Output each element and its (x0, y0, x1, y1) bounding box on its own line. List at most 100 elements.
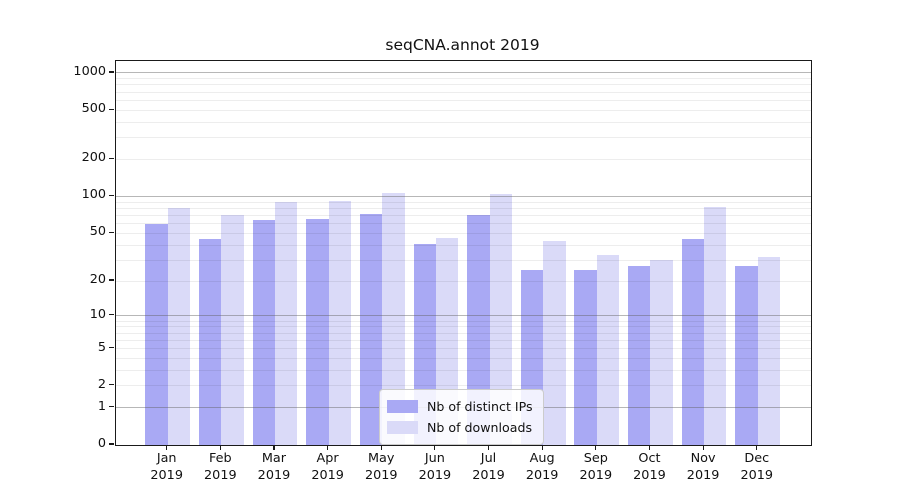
y-tick-mark (109, 314, 114, 316)
y-tick-label-5: 5 (97, 339, 106, 355)
gridline-400 (116, 121, 811, 123)
gridline-40 (116, 244, 811, 246)
x-tick-label-oct: Oct 2019 (633, 451, 666, 483)
gridline-200 (116, 158, 811, 160)
y-tick-label-1: 1 (97, 398, 106, 414)
gridline-8 (116, 326, 811, 328)
gridline-50 (116, 232, 811, 234)
x-tick-mark (541, 445, 543, 450)
y-tick-mark (109, 71, 114, 73)
bar-distinct-ips-apr (306, 218, 329, 445)
legend-swatch-downloads-icon (387, 421, 418, 434)
legend-label-distinct-ips: Nb of distinct IPs (427, 399, 533, 414)
gridline-2 (116, 385, 811, 387)
x-tick-label-dec: Dec 2019 (740, 451, 774, 483)
x-tick-mark (327, 445, 329, 450)
y-tick-label-10: 10 (89, 306, 106, 322)
gridline-20 (116, 280, 811, 282)
gridline-30 (116, 259, 811, 261)
x-tick-label-nov: Nov 2019 (686, 451, 720, 483)
x-tick-mark (648, 445, 651, 450)
gridline-3 (116, 369, 811, 371)
y-tick-mark (109, 443, 114, 445)
gridline-80 (116, 207, 811, 209)
bar-distinct-ips-jan (145, 223, 168, 445)
gridline-10 (116, 315, 811, 317)
bar-distinct-ips-nov (681, 238, 705, 445)
x-tick-label-jan: Jan 2019 (150, 451, 183, 483)
x-tick-label-mar: Mar 2019 (257, 451, 291, 483)
bar-distinct-ips-sep (574, 269, 597, 445)
x-tick-label-aug: Aug 2019 (525, 451, 559, 483)
x-tick-label-sep: Sep 2019 (579, 451, 613, 483)
gridline-300 (116, 137, 811, 139)
bar-downloads-may (382, 192, 405, 445)
gridline-7 (116, 332, 811, 334)
x-tick-mark (487, 445, 490, 450)
bar-downloads-jul (489, 194, 512, 445)
legend-swatch-distinct-ips-icon (387, 400, 418, 413)
y-tick-mark (109, 231, 114, 233)
x-tick-mark (702, 445, 704, 450)
y-tick-mark (109, 108, 114, 110)
x-tick-label-jul: Jul 2019 (472, 451, 505, 483)
x-tick-label-may: May 2019 (364, 451, 398, 483)
x-tick-label-jun: Jun 2019 (418, 451, 452, 483)
gridline-900 (116, 78, 811, 80)
gridline-6 (116, 339, 811, 341)
gridline-5 (116, 348, 811, 349)
y-tick-mark (109, 346, 114, 349)
plot-area: Nb of distinct IPs Nb of downloads (115, 60, 812, 446)
gridline-500 (116, 109, 811, 111)
x-tick-mark (219, 445, 221, 450)
gridline-800 (116, 84, 811, 86)
x-tick-label-feb: Feb 2019 (204, 451, 237, 483)
gridline-700 (116, 91, 811, 93)
y-tick-mark (109, 384, 114, 386)
gridline-4 (116, 357, 811, 359)
legend: Nb of distinct IPs Nb of downloads (379, 389, 544, 445)
bar-downloads-aug (543, 241, 566, 445)
gridline-100 (116, 195, 811, 197)
gridline-9 (116, 320, 811, 322)
chart-title: seqCNA.annot 2019 (385, 36, 540, 54)
gridline-60 (116, 223, 811, 225)
bar-downloads-dec (757, 256, 781, 445)
bar-downloads-mar (274, 202, 298, 445)
x-tick-label-apr: Apr 2019 (311, 451, 344, 483)
y-tick-mark (109, 406, 114, 408)
x-tick-mark (595, 445, 597, 450)
y-tick-mark (109, 194, 114, 197)
legend-label-downloads: Nb of downloads (427, 420, 533, 435)
legend-item-distinct-ips: Nb of distinct IPs (387, 396, 533, 417)
y-tick-label-20: 20 (89, 272, 106, 288)
y-tick-label-1000: 1000 (73, 63, 106, 79)
y-tick-mark (109, 157, 114, 159)
bar-distinct-ips-oct (628, 265, 651, 445)
y-tick-label-100: 100 (81, 187, 106, 203)
y-tick-mark (109, 279, 114, 281)
gridline-1000 (116, 72, 811, 74)
gridline-70 (116, 214, 811, 216)
y-tick-label-50: 50 (89, 224, 106, 240)
x-tick-mark (380, 445, 382, 450)
bar-downloads-sep (596, 255, 620, 445)
bar-downloads-feb (221, 215, 244, 445)
y-tick-label-2: 2 (97, 376, 106, 392)
bar-distinct-ips-mar (252, 220, 275, 445)
gridline-600 (116, 99, 811, 101)
x-tick-mark (273, 445, 275, 450)
x-tick-mark (166, 445, 168, 450)
bar-distinct-ips-jul (467, 215, 490, 445)
x-tick-mark (756, 445, 758, 450)
bar-distinct-ips-may (359, 213, 383, 445)
bar-distinct-ips-feb (198, 238, 222, 445)
legend-item-downloads: Nb of downloads (387, 417, 533, 438)
gridline-90 (116, 201, 811, 203)
bar-distinct-ips-dec (735, 265, 758, 445)
bar-downloads-jan (167, 208, 191, 445)
y-tick-label-200: 200 (81, 150, 106, 166)
bar-downloads-oct (650, 260, 673, 445)
y-tick-label-0: 0 (97, 436, 106, 451)
